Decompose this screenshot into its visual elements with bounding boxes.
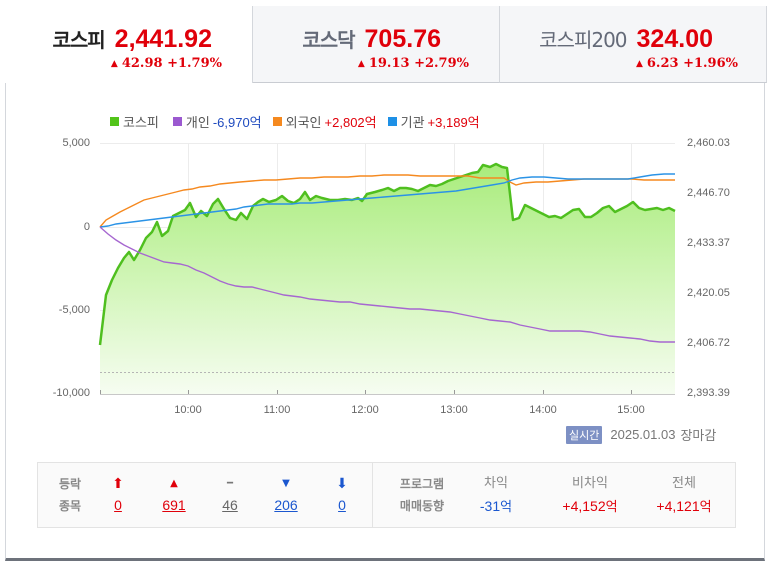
market-state: 장마감 (680, 429, 717, 444)
tab-kosdaq-change: ▲ 19.13 +2.79% (357, 56, 469, 71)
legend-foreign[interactable]: 외국인 +2,802억 (272, 112, 377, 131)
kospi-line (98, 162, 676, 346)
unchanged-count: ━ 46 (210, 473, 250, 515)
upper-limit-count: ⬆ 0 (98, 473, 138, 515)
institution-line (99, 173, 675, 228)
y-right-tick: 2,446.70 (687, 187, 730, 199)
lower-limit-link[interactable]: 0 (338, 497, 346, 513)
program-arbitrage: 차익 -31억 (479, 476, 513, 515)
legend-kospi[interactable]: 코스피 (110, 112, 162, 131)
y-left-tick: 5,000 (62, 137, 90, 149)
tab-kosdaq[interactable]: 코스닥 705.76 ▲ 19.13 +2.79% (253, 6, 500, 83)
tab-kospi-change: ▲ 42.98 +1.79% (110, 56, 222, 71)
tab-kospi[interactable]: 코스피 2,441.92 ▲ 42.98 +1.79% (5, 6, 253, 83)
legend-individual[interactable]: 개인 -6,970억 (172, 112, 262, 131)
fall-triangle-icon: ▼ (282, 478, 290, 489)
up-triangle-icon: ▲ (357, 58, 365, 69)
fall-link[interactable]: 206 (274, 497, 298, 513)
y-right-tick: 2,460.03 (687, 137, 730, 149)
legend-swatch-orange (272, 117, 282, 126)
tab-kospi-name: 코스피 (52, 28, 105, 52)
kospi-area (100, 164, 675, 394)
realtime-badge[interactable]: 실시간 (566, 425, 603, 444)
y-right-tick: 2,393.39 (687, 387, 730, 399)
program-non-arbitrage: 비차익 +4,152억 (562, 476, 618, 515)
legend-swatch-blue (387, 117, 397, 126)
rise-link[interactable]: 691 (162, 497, 186, 513)
x-tick: 10:00 (174, 404, 202, 416)
tab-kospi200-value: 324.00 (636, 25, 713, 53)
y-right-tick: 2,433.37 (687, 237, 730, 249)
up-triangle-icon: ▲ (110, 58, 118, 69)
rise-count: ▲ 691 (154, 473, 194, 515)
program-total: 전체 +4,121억 (656, 476, 712, 515)
market-stats-box: 등락 종목 ⬆ 0 ▲ 691 ━ 46 ▼ 206 ⬇ 0 프로그램 매매동향… (37, 462, 736, 528)
stats-divider (372, 463, 373, 527)
foreign-line (99, 174, 675, 228)
y-left-tick: -5,000 (58, 304, 90, 316)
x-tick: 11:00 (263, 404, 291, 416)
tab-kospi-value: 2,441.92 (114, 25, 212, 53)
chart-legend: 코스피 개인 -6,970억 외국인 +2,802억 기관 +3,189억 (110, 112, 491, 131)
fall-count: ▼ 206 (266, 473, 306, 515)
advance-decline-label: 등락 종목 (58, 477, 82, 513)
y-left-tick: 0 (83, 221, 90, 233)
x-tick: 13:00 (440, 404, 468, 416)
legend-swatch-green (110, 117, 119, 126)
x-tick: 15:00 (617, 404, 645, 416)
legend-institution[interactable]: 기관 +3,189억 (387, 112, 480, 131)
chart-status: 실시간 2025.01.03 장마감 (566, 425, 716, 444)
upper-limit-arrow-icon: ⬆ (112, 476, 124, 492)
program-trading-label: 프로그램 매매동향 (399, 477, 445, 513)
rise-triangle-icon: ▲ (170, 478, 178, 489)
tab-kospi200[interactable]: 코스피200 324.00 ▲ 6.23 +1.96% (500, 6, 767, 83)
x-tick: 12:00 (351, 404, 379, 416)
tab-kosdaq-name: 코스닥 (302, 28, 355, 52)
x-tick: 14:00 (529, 404, 557, 416)
tab-kosdaq-value: 705.76 (364, 25, 441, 53)
upper-limit-link[interactable]: 0 (114, 497, 122, 513)
tab-kospi200-change: ▲ 6.23 +1.96% (635, 56, 738, 71)
up-triangle-icon: ▲ (635, 58, 643, 69)
individual-line (99, 226, 675, 343)
unchanged-link[interactable]: 46 (222, 497, 238, 513)
chart-date: 2025.01.03 (610, 427, 676, 442)
lower-limit-arrow-icon: ⬇ (336, 476, 348, 492)
unchanged-dash-icon: ━ (226, 478, 234, 489)
y-right-tick: 2,420.05 (687, 287, 730, 299)
y-left-tick: -10,000 (52, 387, 90, 399)
y-right-tick: 2,406.72 (687, 337, 730, 349)
legend-swatch-purple (172, 117, 182, 126)
lower-limit-count: ⬇ 0 (322, 473, 362, 515)
index-tabs: 코스피 2,441.92 ▲ 42.98 +1.79% 코스닥 705.76 ▲… (5, 6, 767, 83)
tab-kospi200-name: 코스피200 (539, 28, 627, 52)
